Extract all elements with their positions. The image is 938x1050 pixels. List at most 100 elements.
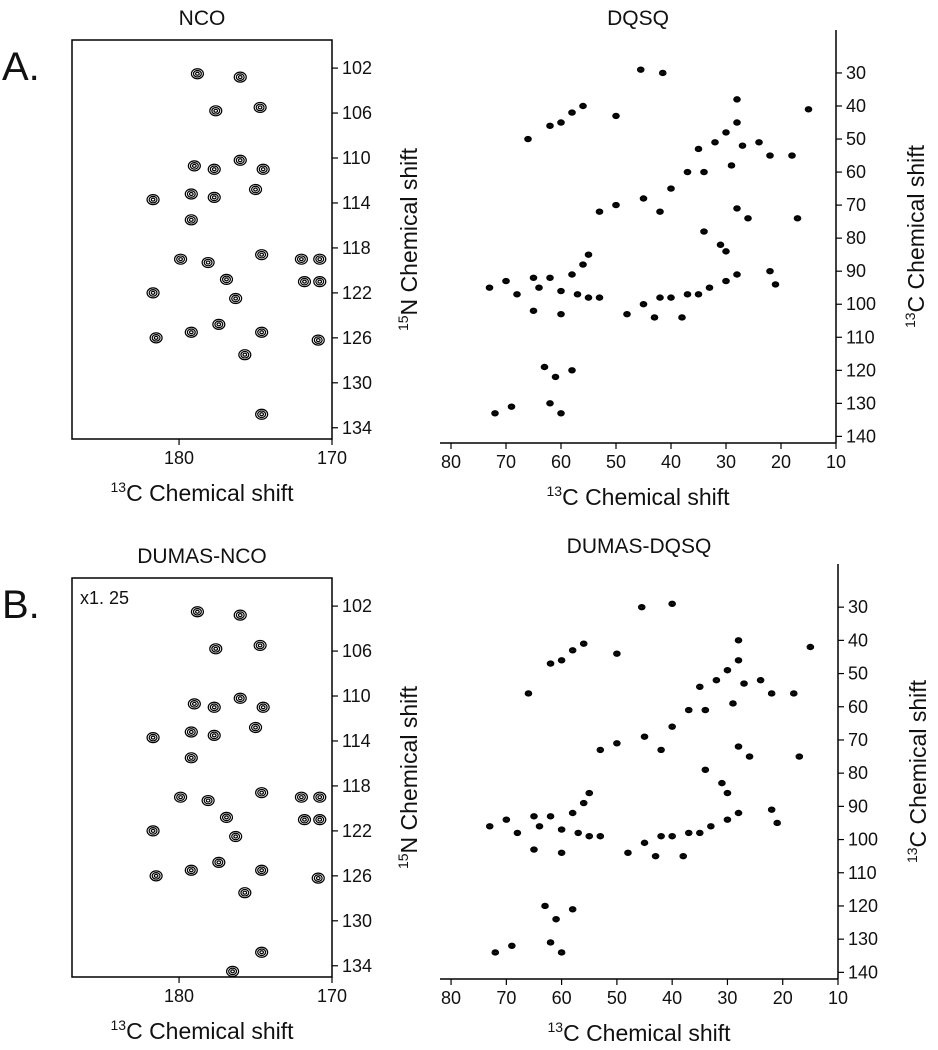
peak	[623, 310, 631, 318]
contour-level	[546, 400, 554, 407]
contour-level	[735, 273, 739, 276]
contour-level	[734, 97, 740, 102]
contour-level	[669, 296, 673, 300]
peak	[530, 846, 538, 853]
peak	[636, 66, 645, 73]
contour-level	[587, 834, 591, 838]
contour-level	[793, 215, 802, 222]
peak	[233, 692, 247, 704]
contour-level	[579, 261, 587, 268]
contour-level	[716, 241, 725, 248]
contour-level	[207, 729, 221, 741]
contour-level	[738, 142, 747, 149]
peak	[668, 600, 676, 608]
contour-level	[554, 917, 558, 921]
peak	[248, 183, 263, 196]
contour-level	[248, 183, 263, 196]
contour-level	[176, 255, 186, 264]
y-tick-label: 120	[846, 360, 876, 380]
contour-level	[184, 188, 198, 200]
x-tick-label: 20	[773, 988, 793, 1008]
contour-level	[707, 823, 715, 830]
peak	[701, 766, 710, 774]
peak	[694, 145, 703, 153]
peak	[485, 284, 494, 291]
contour-level	[211, 195, 217, 200]
contour-level	[640, 839, 649, 847]
contour-level	[299, 815, 309, 824]
contour-level	[701, 766, 710, 774]
peak	[740, 680, 748, 687]
contour-level	[502, 816, 511, 823]
contour-level	[216, 860, 222, 865]
peak	[225, 965, 240, 977]
peak	[146, 825, 160, 837]
contour-level	[186, 753, 196, 762]
y-axis-label: 15N Chemical shift	[395, 147, 422, 331]
contour-level	[724, 279, 728, 283]
contour-level	[597, 296, 602, 300]
peak	[612, 112, 620, 120]
contour-level	[597, 210, 602, 214]
peak	[596, 746, 605, 754]
contour-level	[485, 823, 494, 830]
contour-level	[509, 405, 514, 409]
peak	[233, 609, 247, 621]
contour-level	[746, 754, 753, 759]
contour-level	[792, 692, 796, 695]
peak	[718, 779, 726, 787]
contour-level	[302, 817, 307, 822]
contour-level	[722, 129, 730, 136]
peak	[756, 677, 765, 684]
contour-level	[723, 130, 729, 135]
contour-level	[543, 904, 547, 908]
contour-level	[211, 106, 221, 115]
peak	[294, 253, 309, 265]
contour-level	[257, 105, 263, 110]
contour-level	[219, 273, 234, 285]
y-tick-label: 130	[848, 929, 878, 949]
peak	[502, 816, 511, 823]
contour-level	[203, 796, 213, 805]
contour-level	[251, 723, 261, 732]
contour-level	[190, 68, 205, 80]
contour-level	[660, 70, 666, 76]
contour-level	[573, 291, 582, 298]
contour-level	[696, 683, 704, 691]
contour-level	[492, 950, 498, 955]
peak	[656, 208, 664, 215]
peak	[255, 946, 269, 958]
contour-level	[734, 272, 740, 277]
y-tick-label: 106	[342, 103, 372, 123]
peak	[507, 403, 516, 410]
y-tick-label: 106	[342, 641, 372, 661]
contour-level	[770, 808, 774, 812]
contour-level	[192, 69, 202, 78]
contour-level	[768, 154, 772, 157]
contour-level	[192, 607, 202, 616]
contour-level	[537, 286, 541, 290]
peak	[187, 160, 201, 172]
contour-level	[235, 611, 245, 619]
contour-level	[150, 735, 156, 740]
contour-level	[701, 169, 707, 175]
y-label-isotope: 13	[902, 312, 918, 328]
contour-level	[571, 811, 575, 815]
contour-level	[558, 288, 564, 294]
peak	[529, 307, 538, 315]
contour-level	[257, 250, 267, 259]
peak	[683, 291, 692, 298]
contour-level	[614, 651, 620, 656]
contour-level	[526, 137, 530, 141]
peak	[722, 129, 730, 136]
contour-level	[696, 292, 701, 296]
contour-level	[547, 814, 554, 819]
contour-level	[188, 191, 194, 197]
contour-level	[612, 201, 620, 209]
contour-level	[640, 301, 647, 307]
contour-level	[725, 818, 730, 822]
contour-level	[734, 206, 740, 211]
contour-level	[546, 122, 554, 130]
contour-level	[714, 678, 718, 682]
peak	[734, 657, 743, 664]
